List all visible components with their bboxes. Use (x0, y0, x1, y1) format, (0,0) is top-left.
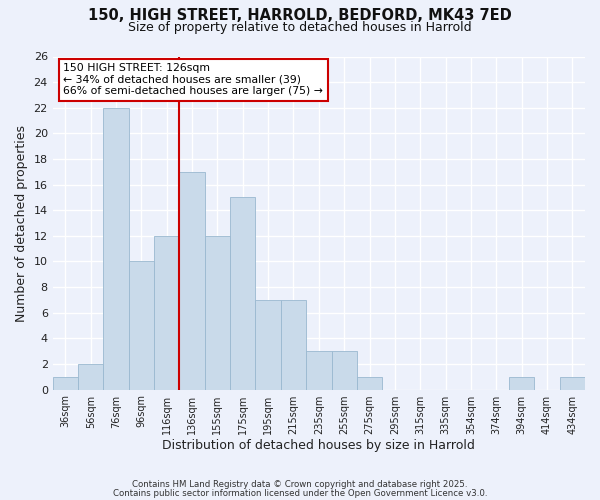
Y-axis label: Number of detached properties: Number of detached properties (15, 124, 28, 322)
Bar (256, 300, 281, 390)
Bar (154, 236, 179, 390)
Bar (230, 198, 256, 390)
Bar (129, 262, 154, 390)
Text: Contains public sector information licensed under the Open Government Licence v3: Contains public sector information licen… (113, 489, 487, 498)
Bar (78, 364, 103, 390)
X-axis label: Distribution of detached houses by size in Harrold: Distribution of detached houses by size … (163, 440, 475, 452)
Text: Size of property relative to detached houses in Harrold: Size of property relative to detached ho… (128, 21, 472, 34)
Bar (281, 300, 306, 390)
Bar (332, 351, 357, 390)
Bar (53, 377, 78, 390)
Bar (306, 351, 332, 390)
Text: 150 HIGH STREET: 126sqm
← 34% of detached houses are smaller (39)
66% of semi-de: 150 HIGH STREET: 126sqm ← 34% of detache… (64, 63, 323, 96)
Bar (205, 236, 230, 390)
Bar (179, 172, 205, 390)
Bar (560, 377, 585, 390)
Bar (357, 377, 382, 390)
Text: 150, HIGH STREET, HARROLD, BEDFORD, MK43 7ED: 150, HIGH STREET, HARROLD, BEDFORD, MK43… (88, 8, 512, 22)
Bar (509, 377, 535, 390)
Text: Contains HM Land Registry data © Crown copyright and database right 2025.: Contains HM Land Registry data © Crown c… (132, 480, 468, 489)
Bar (103, 108, 129, 390)
